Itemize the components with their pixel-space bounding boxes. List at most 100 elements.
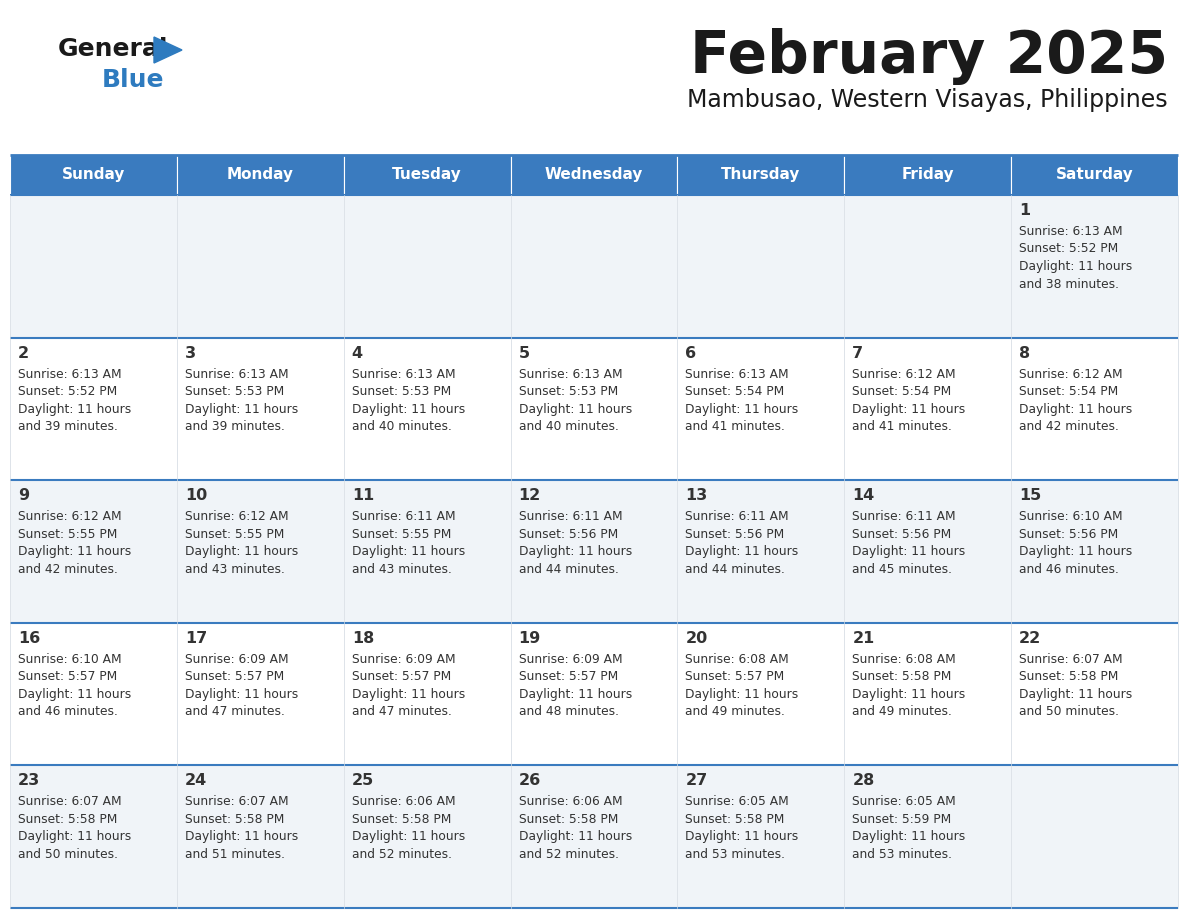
Bar	[10, 766, 177, 908]
Bar	[343, 155, 511, 195]
Text: and 39 minutes.: and 39 minutes.	[18, 420, 118, 433]
Text: 12: 12	[519, 488, 541, 503]
Text: Sunset: 5:53 PM: Sunset: 5:53 PM	[519, 385, 618, 398]
Text: Sunrise: 6:11 AM: Sunrise: 6:11 AM	[352, 510, 455, 523]
Bar	[845, 195, 1011, 338]
Bar	[677, 338, 845, 480]
Text: and 40 minutes.: and 40 minutes.	[352, 420, 451, 433]
Text: and 43 minutes.: and 43 minutes.	[185, 563, 285, 576]
Bar	[1011, 338, 1178, 480]
Text: and 47 minutes.: and 47 minutes.	[352, 705, 451, 718]
Bar	[10, 195, 177, 338]
Text: Sunrise: 6:13 AM: Sunrise: 6:13 AM	[519, 367, 623, 381]
Bar	[845, 338, 1011, 480]
Text: Sunrise: 6:12 AM: Sunrise: 6:12 AM	[18, 510, 121, 523]
Text: 2: 2	[18, 345, 30, 361]
Text: Sunset: 5:56 PM: Sunset: 5:56 PM	[519, 528, 618, 541]
Text: Daylight: 11 hours: Daylight: 11 hours	[352, 688, 465, 700]
Text: Sunrise: 6:09 AM: Sunrise: 6:09 AM	[352, 653, 455, 666]
Text: Daylight: 11 hours: Daylight: 11 hours	[18, 403, 131, 416]
Bar	[845, 480, 1011, 622]
Text: 5: 5	[519, 345, 530, 361]
Text: and 53 minutes.: and 53 minutes.	[852, 848, 953, 861]
Text: 27: 27	[685, 773, 708, 789]
Text: Sunrise: 6:13 AM: Sunrise: 6:13 AM	[685, 367, 789, 381]
Text: and 45 minutes.: and 45 minutes.	[852, 563, 953, 576]
Text: 6: 6	[685, 345, 696, 361]
Text: Sunrise: 6:11 AM: Sunrise: 6:11 AM	[519, 510, 623, 523]
Bar	[511, 766, 677, 908]
Bar	[343, 338, 511, 480]
Text: Thursday: Thursday	[721, 167, 801, 183]
Text: 20: 20	[685, 631, 708, 645]
Text: Sunrise: 6:12 AM: Sunrise: 6:12 AM	[185, 510, 289, 523]
Text: 8: 8	[1019, 345, 1030, 361]
Bar	[343, 622, 511, 766]
Text: Monday: Monday	[227, 167, 293, 183]
Text: Daylight: 11 hours: Daylight: 11 hours	[18, 545, 131, 558]
Text: 11: 11	[352, 488, 374, 503]
Text: Mambusao, Western Visayas, Philippines: Mambusao, Western Visayas, Philippines	[688, 88, 1168, 112]
Text: Daylight: 11 hours: Daylight: 11 hours	[352, 545, 465, 558]
Bar	[511, 155, 677, 195]
Bar	[511, 622, 677, 766]
Text: 15: 15	[1019, 488, 1042, 503]
Text: Daylight: 11 hours: Daylight: 11 hours	[852, 688, 966, 700]
Text: Sunrise: 6:08 AM: Sunrise: 6:08 AM	[685, 653, 789, 666]
Text: 23: 23	[18, 773, 40, 789]
Text: and 50 minutes.: and 50 minutes.	[18, 848, 118, 861]
Text: and 49 minutes.: and 49 minutes.	[852, 705, 952, 718]
Text: Daylight: 11 hours: Daylight: 11 hours	[519, 688, 632, 700]
Text: 3: 3	[185, 345, 196, 361]
Bar	[10, 480, 177, 622]
Text: Daylight: 11 hours: Daylight: 11 hours	[685, 545, 798, 558]
Text: Daylight: 11 hours: Daylight: 11 hours	[1019, 688, 1132, 700]
Text: Sunset: 5:53 PM: Sunset: 5:53 PM	[185, 385, 284, 398]
Text: and 41 minutes.: and 41 minutes.	[685, 420, 785, 433]
Text: Sunrise: 6:06 AM: Sunrise: 6:06 AM	[352, 795, 455, 809]
Text: Sunset: 5:54 PM: Sunset: 5:54 PM	[685, 385, 785, 398]
Text: Daylight: 11 hours: Daylight: 11 hours	[852, 831, 966, 844]
Text: Sunrise: 6:13 AM: Sunrise: 6:13 AM	[18, 367, 121, 381]
Bar	[1011, 622, 1178, 766]
Text: and 52 minutes.: and 52 minutes.	[519, 848, 619, 861]
Text: 17: 17	[185, 631, 207, 645]
Bar	[177, 766, 343, 908]
Text: Daylight: 11 hours: Daylight: 11 hours	[852, 403, 966, 416]
Text: Sunset: 5:55 PM: Sunset: 5:55 PM	[352, 528, 451, 541]
Text: Daylight: 11 hours: Daylight: 11 hours	[1019, 260, 1132, 273]
Text: and 44 minutes.: and 44 minutes.	[685, 563, 785, 576]
Text: and 41 minutes.: and 41 minutes.	[852, 420, 952, 433]
Text: Daylight: 11 hours: Daylight: 11 hours	[685, 688, 798, 700]
Text: Daylight: 11 hours: Daylight: 11 hours	[685, 831, 798, 844]
Bar	[177, 155, 343, 195]
Text: and 50 minutes.: and 50 minutes.	[1019, 705, 1119, 718]
Text: Sunrise: 6:10 AM: Sunrise: 6:10 AM	[18, 653, 121, 666]
Bar	[845, 622, 1011, 766]
Text: Sunrise: 6:09 AM: Sunrise: 6:09 AM	[519, 653, 623, 666]
Text: Daylight: 11 hours: Daylight: 11 hours	[185, 688, 298, 700]
Text: 18: 18	[352, 631, 374, 645]
Text: Daylight: 11 hours: Daylight: 11 hours	[352, 403, 465, 416]
Text: Sunset: 5:58 PM: Sunset: 5:58 PM	[185, 813, 284, 826]
Text: Sunset: 5:57 PM: Sunset: 5:57 PM	[18, 670, 118, 683]
Text: Wednesday: Wednesday	[545, 167, 643, 183]
Text: Sunrise: 6:11 AM: Sunrise: 6:11 AM	[852, 510, 956, 523]
Text: Sunset: 5:53 PM: Sunset: 5:53 PM	[352, 385, 451, 398]
Text: Daylight: 11 hours: Daylight: 11 hours	[185, 831, 298, 844]
Text: Sunrise: 6:12 AM: Sunrise: 6:12 AM	[1019, 367, 1123, 381]
Text: Daylight: 11 hours: Daylight: 11 hours	[519, 831, 632, 844]
Text: 13: 13	[685, 488, 708, 503]
Text: 28: 28	[852, 773, 874, 789]
Bar	[677, 195, 845, 338]
Text: February 2025: February 2025	[690, 28, 1168, 85]
Text: Sunrise: 6:13 AM: Sunrise: 6:13 AM	[185, 367, 289, 381]
Text: Daylight: 11 hours: Daylight: 11 hours	[1019, 403, 1132, 416]
Text: 4: 4	[352, 345, 362, 361]
Text: Sunset: 5:55 PM: Sunset: 5:55 PM	[185, 528, 284, 541]
Text: Daylight: 11 hours: Daylight: 11 hours	[685, 403, 798, 416]
Text: 9: 9	[18, 488, 30, 503]
Text: Sunrise: 6:06 AM: Sunrise: 6:06 AM	[519, 795, 623, 809]
Bar	[343, 195, 511, 338]
Bar	[845, 766, 1011, 908]
